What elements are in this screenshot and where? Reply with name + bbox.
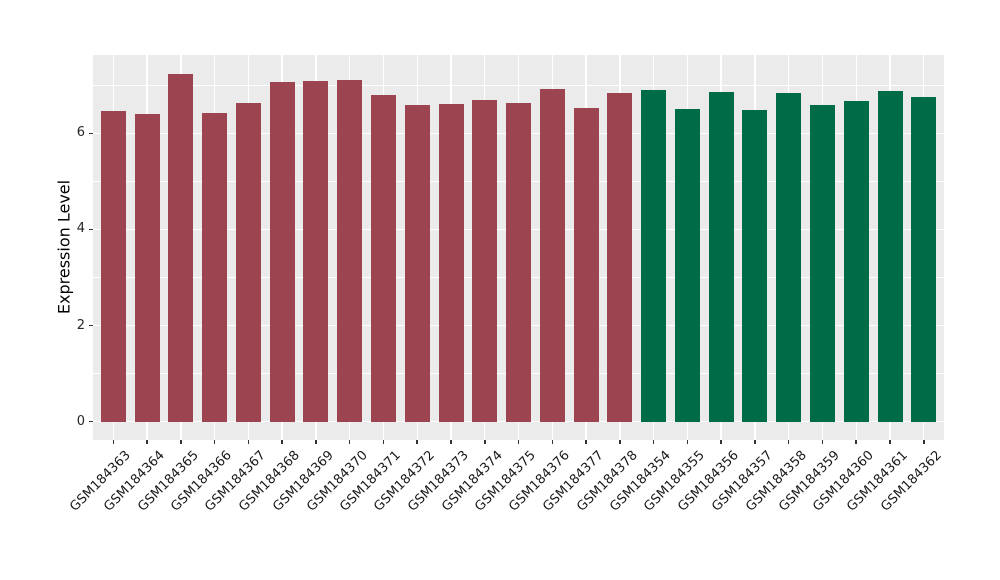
- bar: [641, 90, 667, 422]
- y-axis-title: Expression Level: [54, 179, 74, 315]
- bar: [911, 96, 937, 422]
- x-axis-tick: [821, 440, 824, 444]
- bar: [472, 99, 498, 422]
- bar: [404, 104, 430, 422]
- x-axis-tick: [484, 440, 486, 444]
- bar: [539, 88, 565, 422]
- y-axis-tick: [89, 420, 93, 423]
- bar: [708, 92, 734, 422]
- y-axis-tick: [89, 228, 93, 231]
- x-axis-tick: [652, 440, 655, 444]
- bar: [235, 103, 261, 422]
- y-axis-tick: [89, 324, 93, 327]
- bar: [674, 109, 700, 422]
- bar: [134, 114, 160, 422]
- x-axis-tick: [281, 440, 283, 444]
- bar: [168, 73, 194, 422]
- x-axis-tick: [923, 440, 925, 444]
- x-axis-tick: [146, 440, 148, 444]
- gridline-major: [93, 420, 944, 423]
- x-axis-tick: [551, 440, 554, 444]
- x-axis-tick: [416, 440, 418, 444]
- y-tick-label: 2: [76, 317, 85, 333]
- x-axis-tick: [112, 440, 115, 444]
- x-axis-tick: [619, 440, 621, 444]
- x-axis-tick: [382, 440, 385, 444]
- bar: [573, 107, 599, 422]
- y-axis-tick: [89, 132, 93, 135]
- gridline-minor: [93, 84, 944, 86]
- x-axis-tick: [787, 440, 790, 444]
- x-axis-tick: [247, 440, 250, 444]
- y-tick-label: 0: [76, 413, 85, 429]
- x-axis-tick: [213, 440, 216, 444]
- x-axis-tick: [517, 440, 520, 444]
- x-axis-tick: [585, 440, 587, 444]
- x-axis-tick: [348, 440, 351, 444]
- y-tick-label: 6: [76, 125, 85, 141]
- bar: [100, 110, 126, 422]
- bar: [370, 94, 396, 422]
- bar: [742, 110, 768, 422]
- x-axis-tick: [180, 440, 182, 444]
- plot-panel: [93, 55, 944, 440]
- x-axis-tick: [754, 440, 756, 444]
- x-axis-tick: [686, 440, 689, 444]
- bar: [809, 104, 835, 422]
- bar: [506, 103, 532, 422]
- x-axis-tick: [450, 440, 452, 444]
- bar: [607, 93, 633, 422]
- bar: [303, 80, 329, 422]
- bar: [438, 103, 464, 422]
- x-axis-tick: [855, 440, 857, 444]
- x-axis-tick: [720, 440, 722, 444]
- bar: [202, 113, 228, 422]
- x-axis-tick: [889, 440, 891, 444]
- y-tick-label: 4: [76, 221, 85, 237]
- bar: [877, 91, 903, 422]
- bar: [843, 101, 869, 422]
- x-axis-tick: [315, 440, 317, 444]
- bar: [337, 79, 363, 422]
- bar: [269, 81, 295, 422]
- bar: [776, 93, 802, 422]
